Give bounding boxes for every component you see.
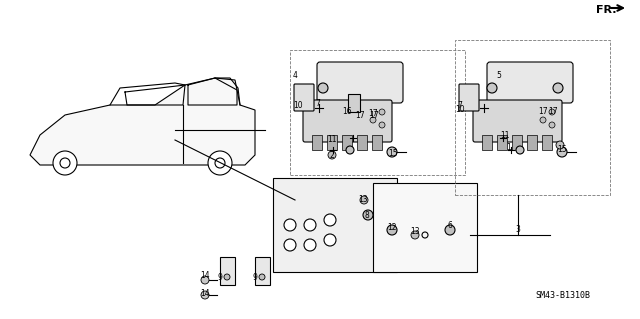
Bar [342,135,352,150]
Text: 9: 9 [218,273,223,283]
Circle shape [411,231,419,239]
Circle shape [324,234,336,246]
Text: 8: 8 [365,211,369,219]
Text: 3: 3 [516,226,520,234]
Text: 11: 11 [500,130,509,139]
Text: 15: 15 [557,145,567,154]
Text: 7: 7 [458,100,463,109]
Text: FR.: FR. [596,5,616,15]
Text: 17: 17 [538,108,548,116]
FancyBboxPatch shape [473,100,562,142]
Circle shape [387,225,397,235]
Text: 17: 17 [369,110,379,120]
Text: 5: 5 [497,70,501,79]
Circle shape [259,274,265,280]
Text: 17: 17 [368,108,378,117]
Circle shape [487,83,497,93]
Circle shape [346,146,354,154]
Bar [497,135,507,150]
Text: 15: 15 [388,149,398,158]
Circle shape [549,109,555,115]
Text: 7: 7 [316,99,321,108]
Circle shape [328,151,336,159]
Bar [312,135,322,150]
Bar [327,135,337,150]
Bar [357,135,367,150]
Text: 6: 6 [447,220,452,229]
Circle shape [201,291,209,299]
Circle shape [540,117,546,123]
Circle shape [284,219,296,231]
Text: 16: 16 [342,108,352,116]
Circle shape [549,122,555,128]
Text: 17: 17 [355,110,365,120]
Bar [512,135,522,150]
Text: 10: 10 [455,106,465,115]
Text: 4: 4 [292,70,298,79]
Bar [455,40,610,195]
Circle shape [370,117,376,123]
FancyBboxPatch shape [273,178,397,272]
Polygon shape [30,78,255,165]
Text: 12: 12 [387,224,397,233]
Circle shape [557,147,567,157]
Bar [290,50,465,175]
Text: 13: 13 [358,196,368,204]
Text: 9: 9 [253,273,257,283]
Text: 11: 11 [327,136,337,145]
Bar [527,135,537,150]
Text: 1: 1 [507,144,511,152]
Text: 13: 13 [410,227,420,236]
Text: 10: 10 [293,100,303,109]
Circle shape [379,122,385,128]
Bar [542,135,552,150]
Text: 2: 2 [330,151,334,160]
FancyBboxPatch shape [303,100,392,142]
Bar [482,135,492,150]
Circle shape [304,219,316,231]
Bar [348,94,360,112]
Bar [255,257,270,285]
Bar [220,257,235,285]
Circle shape [553,83,563,93]
Circle shape [445,225,455,235]
FancyBboxPatch shape [487,62,573,103]
FancyBboxPatch shape [459,84,479,111]
FancyBboxPatch shape [317,62,403,103]
Circle shape [201,276,209,284]
Text: 14: 14 [200,271,210,279]
Text: SM43-B1310B: SM43-B1310B [535,291,590,300]
FancyBboxPatch shape [373,183,477,272]
Circle shape [304,239,316,251]
Text: 14: 14 [200,288,210,298]
Circle shape [360,196,368,204]
Circle shape [318,83,328,93]
Circle shape [387,147,397,157]
Circle shape [379,109,385,115]
Text: 17: 17 [548,108,558,116]
Circle shape [208,151,232,175]
Circle shape [324,214,336,226]
Bar [372,135,382,150]
Circle shape [363,210,373,220]
FancyBboxPatch shape [294,84,314,111]
Circle shape [556,141,564,149]
Circle shape [53,151,77,175]
Circle shape [284,239,296,251]
Circle shape [516,146,524,154]
Circle shape [224,274,230,280]
